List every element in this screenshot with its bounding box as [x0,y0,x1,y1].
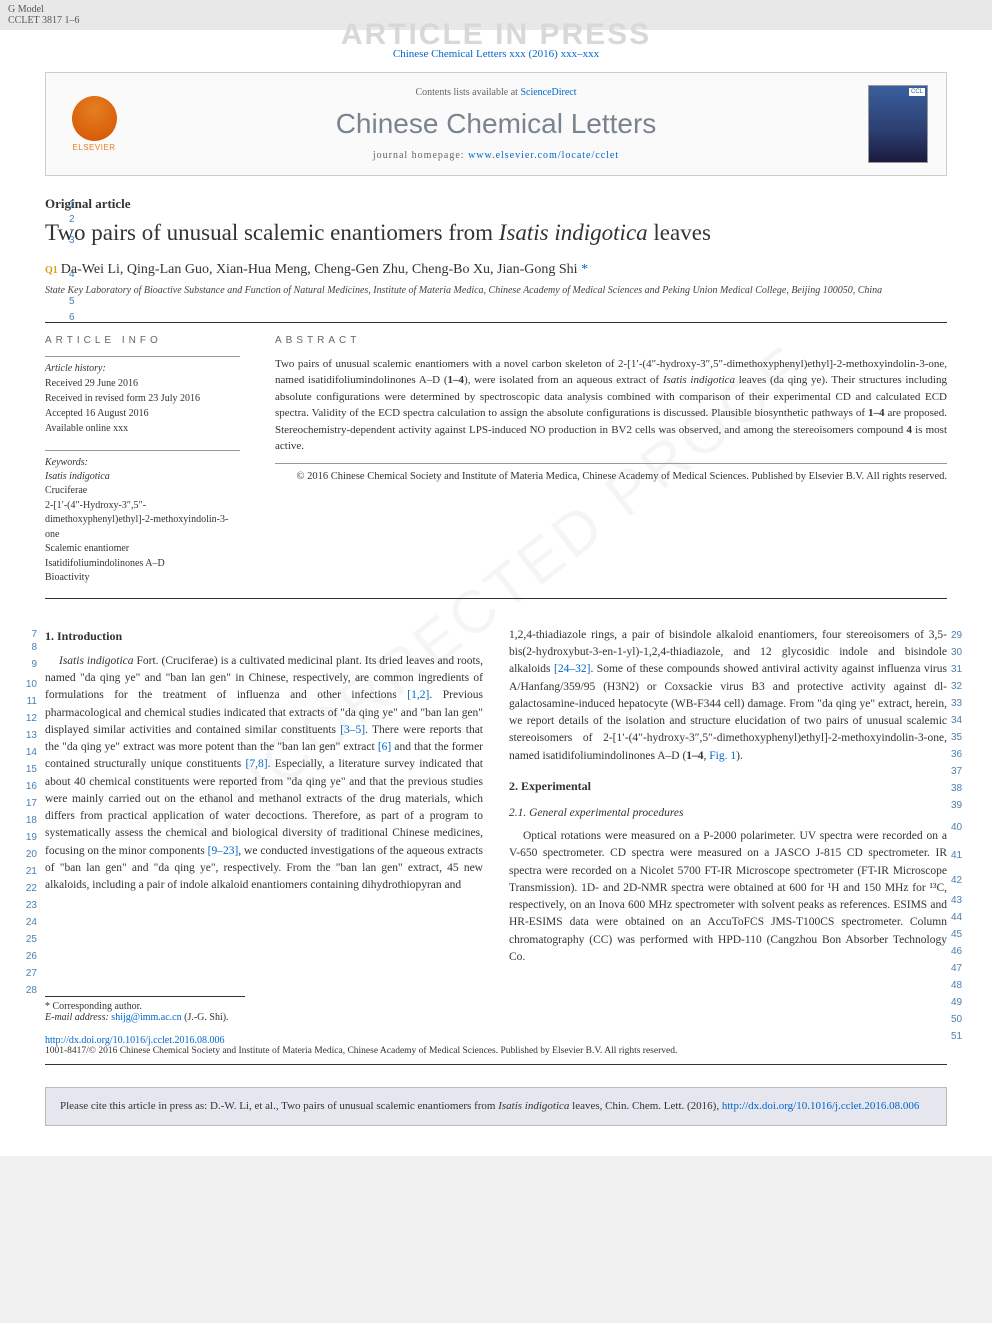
journal-homepage-line: journal homepage: www.elsevier.com/locat… [124,150,868,161]
article-type: Original article [45,196,947,212]
cover-label: CCL [909,88,925,96]
footer-copyright: 1001-8417/© 2016 Chinese Chemical Societ… [45,1046,947,1065]
article-info: ARTICLE INFO Article history: Received 2… [45,335,240,586]
ref-link[interactable]: [6] [378,741,391,753]
journal-banner: ELSEVIER Contents lists available at Sci… [45,72,947,176]
elsevier-label: ELSEVIER [72,143,115,152]
body-columns: 7 8 9 10 11 12 13 14 15 16 17 18 19 20 2… [45,627,947,972]
fig-link[interactable]: Fig. 1 [709,750,736,762]
query-mark: Q1 [45,265,58,276]
cite-doi-link[interactable]: http://dx.doi.org/10.1016/j.cclet.2016.0… [722,1100,919,1112]
elsevier-tree-icon [72,96,117,141]
citation-header: Chinese Chemical Letters xxx (2016) xxx–… [45,48,947,60]
corr-note: * Corresponding author. E-mail address: … [45,996,245,1023]
page-footer: * Corresponding author. E-mail address: … [45,996,947,1065]
history-title: Article history: [45,363,240,374]
keyword: Cruciferae [45,484,240,499]
journal-center: Contents lists available at ScienceDirec… [124,87,868,161]
keywords-block: Keywords: Isatis indigotica Cruciferae 2… [45,450,240,586]
journal-homepage-link[interactable]: www.elsevier.com/locate/cclet [468,150,619,161]
revised-date: Received in revised form 23 July 2016 [45,391,240,406]
received-date: Received 29 June 2016 [45,376,240,391]
keyword: Bioactivity [45,571,240,586]
ref-link[interactable]: [24–32] [554,663,590,675]
paragraph: Optical rotations were measured on a P-2… [509,828,947,966]
intro-heading: 1. Introduction [45,627,483,645]
doi-link[interactable]: http://dx.doi.org/10.1016/j.cclet.2016.0… [45,1035,947,1046]
keyword: Isatidifoliumindolinones A–D [45,557,240,572]
paragraph: Isatis indigotica Fort. (Cruciferae) is … [45,653,483,895]
keywords-title: Keywords: [45,457,240,468]
abstract-heading: ABSTRACT [275,335,947,346]
experimental-heading: 2. Experimental [509,777,947,795]
ref-link[interactable]: [3–5] [340,724,365,736]
subsection-heading: 2.1. General experimental procedures [509,805,947,822]
citation-box: Please cite this article in press as: D.… [45,1087,947,1126]
keyword: Isatis indigotica [45,470,240,485]
abstract-column: ABSTRACT Two pairs of unusual scalemic e… [275,335,947,586]
authors: Q1Da-Wei Li, Qing-Lan Guo, Xian-Hua Meng… [45,262,947,278]
model-label: G Model [8,4,984,15]
header-line-numbers: 1 2 3 4 5 6 [69,196,75,325]
ref-link[interactable]: [1,2] [407,689,429,701]
contents-list-line: Contents lists available at ScienceDirec… [124,87,868,98]
abstract-copyright: © 2016 Chinese Chemical Society and Inst… [275,470,947,485]
col1-line-numbers: 7 8 9 10 11 12 13 14 15 16 17 18 19 20 2… [19,627,37,999]
ref-link[interactable]: [9–23] [208,845,239,857]
corr-asterisk: * [581,262,588,277]
col2-line-numbers: 29 30 31 32 33 34 35 36 37 38 39 40 41 4… [951,627,969,1045]
elsevier-logo[interactable]: ELSEVIER [64,89,124,159]
info-heading: ARTICLE INFO [45,335,240,346]
article-title: Two pairs of unusual scalemic enantiomer… [45,218,947,248]
accepted-date: Accepted 16 August 2016 [45,406,240,421]
online-date: Available online xxx [45,421,240,436]
abstract-text: Two pairs of unusual scalemic enantiomer… [275,356,947,464]
press-watermark: ARTICLE IN PRESS [341,18,651,52]
ref-link[interactable]: [7,8] [246,758,268,770]
keyword: Scalemic enantiomer [45,542,240,557]
keyword: 2-[1′-(4″-Hydroxy-3″,5″-dimethoxyphenyl)… [45,499,240,543]
sciencedirect-link[interactable]: ScienceDirect [520,87,576,98]
paragraph: 1,2,4-thiadiazole rings, a pair of bisin… [509,627,947,765]
affiliation: State Key Laboratory of Bioactive Substa… [45,284,947,298]
column-left: 7 8 9 10 11 12 13 14 15 16 17 18 19 20 2… [45,627,483,972]
journal-title: Chinese Chemical Letters [124,108,868,140]
info-abstract-block: ARTICLE INFO Article history: Received 2… [45,322,947,599]
journal-cover-thumb[interactable]: CCL [868,85,928,163]
column-right: 29 30 31 32 33 34 35 36 37 38 39 40 41 4… [509,627,947,972]
email-link[interactable]: shijg@imm.ac.cn [111,1012,181,1023]
